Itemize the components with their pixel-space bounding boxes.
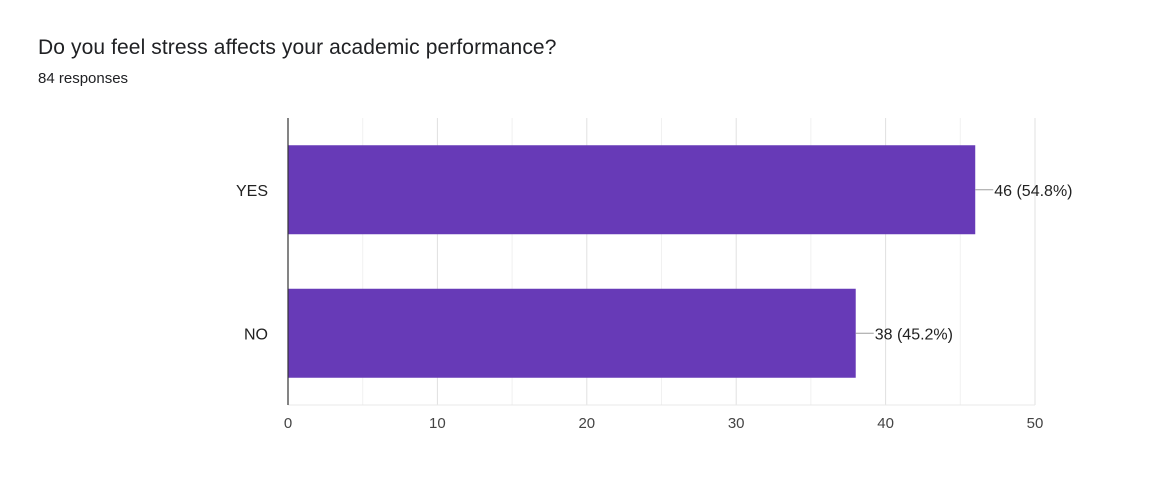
x-tick-label: 50 [1027,415,1044,432]
bar-no [288,288,856,378]
question-title: Do you feel stress affects your academic… [38,36,557,59]
bar-yes [288,145,976,235]
data-label: 38 (45.2%) [875,326,953,343]
response-count: 84 responses [38,70,129,87]
x-tick-label: 0 [284,415,292,432]
data-label: 46 (54.8%) [994,183,1072,200]
bars [288,145,976,378]
category-label: NO [244,326,268,343]
axes: 0 10 20 30 40 50 [284,118,1044,432]
labels: YES 46 (54.8%) NO 38 (45.2%) [236,183,1073,344]
x-tick-label: 40 [877,415,894,432]
x-tick-label: 10 [429,415,446,432]
category-label: YES [236,183,268,200]
x-tick-label: 30 [728,415,745,432]
x-tick-label: 20 [578,415,595,432]
